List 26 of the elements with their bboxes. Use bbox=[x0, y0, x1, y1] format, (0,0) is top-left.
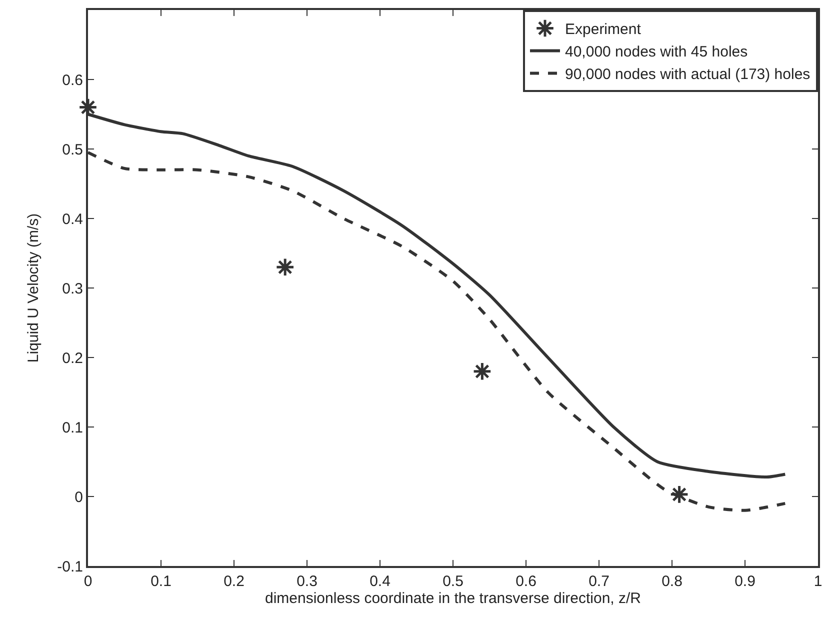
y-tick-label: 0.3 bbox=[62, 280, 83, 298]
point bbox=[670, 484, 689, 504]
y-tick-label: 0 bbox=[74, 488, 83, 506]
x-tick-label: 0.2 bbox=[224, 573, 244, 590]
x-tick-label: 0.6 bbox=[516, 573, 536, 590]
y-axis-title: Liquid U Velocity (m/s) bbox=[24, 213, 42, 363]
point bbox=[472, 362, 492, 382]
y-tick-label: 0.1 bbox=[62, 419, 83, 436]
x-tick-label: 0.1 bbox=[150, 573, 172, 590]
x-tick-label: 0.9 bbox=[734, 573, 756, 590]
x-tick-label: 1 bbox=[814, 573, 822, 590]
x-tick-label: 0.7 bbox=[588, 573, 610, 590]
x-tick-label: 0.5 bbox=[442, 573, 464, 590]
legend-label: 90,000 nodes with actual (173) holes bbox=[565, 66, 810, 84]
legend-label: Experiment bbox=[565, 21, 642, 38]
y-tick-label: 0.2 bbox=[62, 350, 83, 367]
point bbox=[275, 258, 295, 277]
x-tick-label: 0.3 bbox=[296, 573, 318, 590]
x-tick-label: 0.4 bbox=[370, 573, 390, 590]
y-tick-label: -0.1 bbox=[57, 558, 83, 576]
x-tick-label: 0.8 bbox=[662, 573, 682, 590]
legend-label: 40,000 nodes with 45 holes bbox=[565, 44, 748, 61]
y-tick-label: 0.5 bbox=[62, 141, 83, 158]
x-axis-title: dimensionless coordinate in the transverse direction, z/R bbox=[264, 590, 642, 607]
y-tick-label: 0.6 bbox=[62, 72, 83, 89]
y-tick-label: 0.4 bbox=[62, 210, 83, 228]
